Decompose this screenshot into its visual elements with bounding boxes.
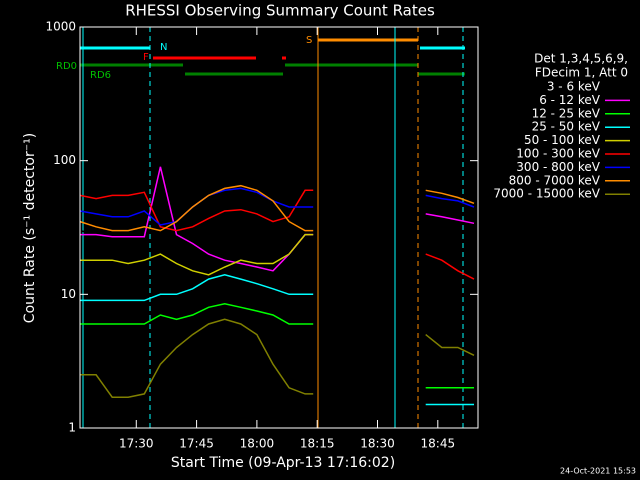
- x-tick-label: 18:00: [240, 437, 275, 451]
- x-tick-label: 18:45: [421, 437, 456, 451]
- series-line: [80, 318, 475, 398]
- state-label: F: [143, 52, 149, 63]
- legend-label: 12 - 25 keV: [532, 106, 601, 120]
- series-line: [80, 274, 474, 406]
- y-tick-label: 10: [61, 287, 76, 301]
- legend-label: 7000 - 15000 keV: [493, 187, 600, 201]
- x-tick-label: 18:15: [300, 437, 335, 451]
- y-tick-label: 1000: [45, 20, 76, 34]
- state-label: N: [160, 42, 167, 53]
- legend-label: 25 - 50 keV: [532, 120, 601, 134]
- series-line: [79, 184, 475, 232]
- footer: 24-Oct-2021 15:53: [560, 467, 636, 476]
- legend-label: 3 - 6 keV: [547, 80, 601, 94]
- series-line: [79, 220, 314, 280]
- series-line: [80, 166, 475, 272]
- legend-header: Det 1,3,4,5,6,9,: [534, 52, 628, 66]
- legend-header: FDecim 1, Att 0: [535, 66, 628, 80]
- series-line: [79, 189, 475, 280]
- series-line: [80, 233, 314, 276]
- x-axis-label: Start Time (09-Apr-13 17:16:02): [171, 455, 395, 471]
- legend-label: 100 - 300 keV: [516, 147, 600, 161]
- legend-label: 300 - 800 keV: [516, 160, 600, 174]
- legend-label: 6 - 12 keV: [539, 93, 601, 107]
- x-tick-label: 17:30: [119, 437, 154, 451]
- legend-label: 50 - 100 keV: [524, 133, 601, 147]
- x-tick-label: 17:45: [179, 437, 214, 451]
- y-tick-label: 1: [68, 421, 76, 435]
- legend-label: 800 - 7000 keV: [509, 173, 601, 187]
- chart-title: RHESSI Observing Summary Count Rates: [125, 2, 435, 20]
- state-label: RD0: [56, 61, 77, 72]
- y-tick-label: 100: [53, 153, 76, 167]
- series-line: [80, 303, 474, 389]
- y-axis-label: Count Rate (s⁻¹ detector⁻¹): [22, 133, 38, 323]
- plot-frame: [79, 26, 479, 429]
- x-tick-label: 18:30: [360, 437, 395, 451]
- state-label: RD6: [90, 70, 111, 81]
- state-label: S: [306, 35, 312, 46]
